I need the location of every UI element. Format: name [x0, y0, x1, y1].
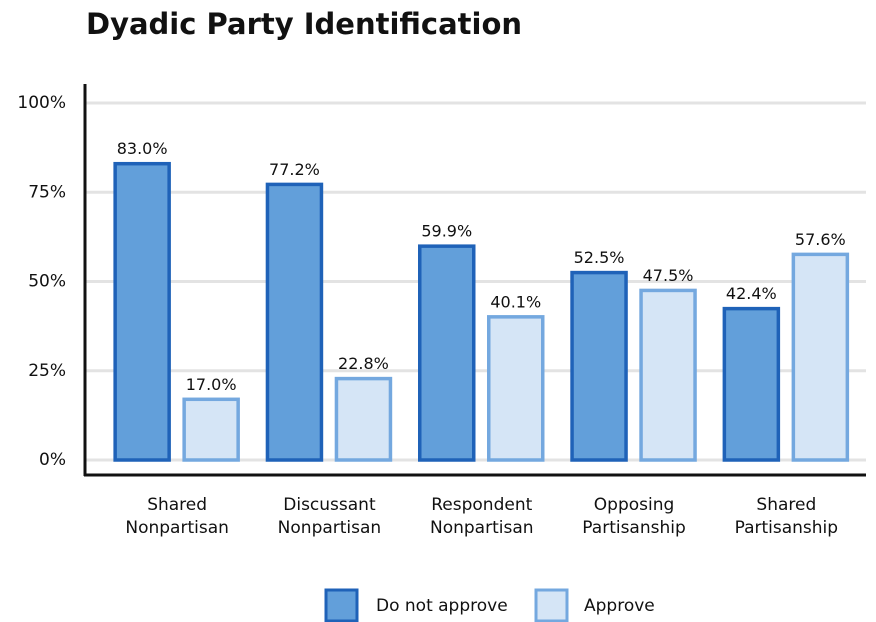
data-label: 77.2%	[269, 160, 320, 179]
data-label: 42.4%	[726, 284, 777, 303]
data-label: 22.8%	[338, 354, 389, 373]
y-tick-label: 100%	[17, 93, 66, 113]
y-tick-label: 25%	[28, 361, 66, 381]
chart-title: Dyadic Party Identification	[86, 7, 522, 41]
x-tick-label: Opposing Partisanship	[582, 495, 686, 538]
bar	[265, 182, 324, 462]
bar	[722, 306, 781, 462]
data-label: 47.5%	[643, 266, 694, 285]
x-tick-label: Respondent Nonpartisan	[429, 495, 534, 538]
bar	[487, 315, 545, 462]
x-tick-label: Discussant Nonpartisan	[277, 495, 382, 538]
legend-label: Approve	[584, 596, 655, 616]
bar	[334, 376, 393, 462]
data-label: 59.9%	[421, 222, 472, 241]
legend-label: Do not approve	[376, 596, 508, 616]
bar	[639, 288, 697, 462]
bar	[570, 270, 628, 462]
data-label: 40.1%	[490, 292, 541, 311]
x-tick-label: Shared Nonpartisan	[125, 495, 229, 538]
data-label: 83.0%	[117, 139, 168, 158]
y-tick-label: 0%	[39, 450, 66, 470]
data-label: 17.0%	[186, 375, 237, 394]
bar	[418, 244, 476, 462]
x-tick-label: Shared Partisanship	[734, 495, 839, 538]
legend-swatch	[534, 588, 569, 622]
y-tick-label: 50%	[28, 272, 66, 292]
bar	[791, 252, 850, 462]
bar	[113, 161, 171, 462]
y-tick-label: 75%	[28, 182, 66, 202]
legend-swatch	[324, 588, 359, 622]
data-label: 52.5%	[574, 248, 625, 267]
bar	[182, 397, 240, 462]
data-label: 57.6%	[795, 230, 846, 249]
